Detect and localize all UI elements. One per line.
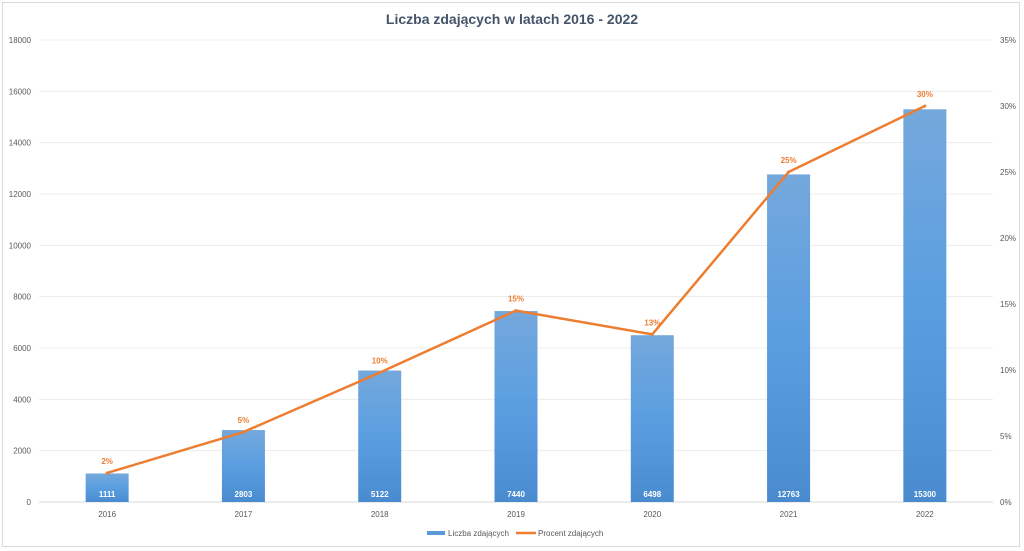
bar-value-label: 5122	[371, 490, 389, 499]
line-point	[241, 430, 245, 434]
bar	[494, 311, 538, 502]
y-left-tick-label: 18000	[9, 36, 32, 45]
bar-value-label: 7440	[507, 490, 525, 499]
bar	[630, 335, 674, 502]
legend: Liczba zdających Procent zdających	[427, 529, 603, 538]
bar-value-label: 6498	[643, 490, 661, 499]
line-point	[650, 332, 654, 336]
y-left-tick-label: 0	[27, 498, 32, 507]
bar	[221, 430, 265, 502]
x-tick-label: 2018	[371, 510, 389, 519]
y-right-tick-label: 5%	[1000, 432, 1012, 441]
bar	[358, 370, 402, 502]
line-point	[514, 309, 518, 313]
line-point	[378, 371, 382, 375]
bar-value-label: 1111	[99, 490, 116, 499]
x-tick-label: 2021	[780, 510, 798, 519]
y-right-tick-label: 15%	[1000, 300, 1016, 309]
bar-value-label: 12763	[777, 490, 800, 499]
line-value-label: 30%	[917, 90, 933, 99]
y-right-tick-label: 25%	[1000, 168, 1016, 177]
y-right-tick-label: 10%	[1000, 366, 1016, 375]
y-right-tick-label: 30%	[1000, 102, 1016, 111]
line-value-label: 15%	[508, 295, 524, 304]
y-left-tick-label: 8000	[13, 293, 31, 302]
y-left-tick-label: 2000	[13, 447, 31, 456]
line-point	[105, 471, 109, 475]
legend-label-bars: Liczba zdających	[448, 529, 509, 538]
line-value-label: 5%	[238, 416, 250, 425]
y-left-tick-label: 14000	[9, 139, 32, 148]
line-value-label: 25%	[781, 156, 797, 165]
y-left-tick-label: 10000	[9, 241, 32, 250]
y-right-tick-label: 0%	[1000, 498, 1012, 507]
bar-value-label: 15300	[914, 490, 937, 499]
y-left-tick-label: 4000	[13, 395, 31, 404]
x-tick-label: 2016	[98, 510, 116, 519]
line-value-label: 13%	[644, 318, 660, 327]
line-point	[923, 104, 927, 108]
bar	[903, 109, 947, 503]
x-tick-label: 2017	[235, 510, 253, 519]
x-tick-label: 2022	[916, 510, 934, 519]
line-value-label: 2%	[101, 457, 113, 466]
y-left-tick-label: 16000	[9, 87, 32, 96]
y-left-tick-label: 6000	[13, 344, 31, 353]
x-tick-label: 2019	[507, 510, 525, 519]
bar	[85, 473, 129, 502]
legend-label-line: Procent zdających	[538, 529, 603, 538]
y-right-tick-label: 35%	[1000, 36, 1016, 45]
chart-title: Liczba zdających w latach 2016 - 2022	[386, 11, 638, 27]
y-left-tick-label: 12000	[9, 190, 32, 199]
x-tick-label: 2020	[643, 510, 661, 519]
bar-value-label: 2803	[235, 490, 253, 499]
y-right-tick-label: 20%	[1000, 234, 1016, 243]
legend-swatch-bars	[427, 531, 445, 535]
line-value-label: 10%	[372, 357, 388, 366]
bar	[767, 174, 811, 503]
line-point	[787, 170, 791, 174]
